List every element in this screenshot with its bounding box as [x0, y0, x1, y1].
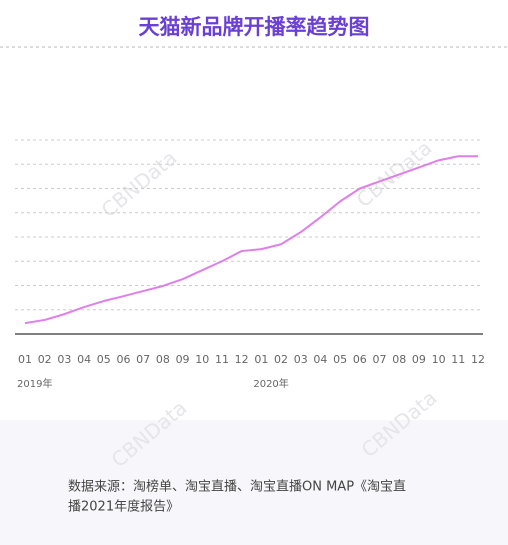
x-tick-label: 07	[136, 353, 150, 366]
x-tick-label: 12	[471, 353, 485, 366]
x-tick-label: 11	[215, 353, 229, 366]
x-tick-label: 03	[294, 353, 308, 366]
x-tick-label: 06	[353, 353, 367, 366]
x-tick-label: 06	[116, 353, 130, 366]
chart-title: 天猫新品牌开播率趋势图	[139, 15, 370, 39]
year-label: 2019年	[17, 377, 52, 390]
x-tick-label: 02	[274, 353, 288, 366]
x-tick-label: 07	[373, 353, 387, 366]
year-label: 2020年	[253, 377, 288, 390]
x-tick-label: 05	[97, 353, 111, 366]
x-tick-label: 01	[254, 353, 268, 366]
x-tick-label: 09	[412, 353, 426, 366]
data-line	[24, 155, 478, 325]
x-tick-label: 03	[57, 353, 71, 366]
source-note: 播2021年度报告》	[68, 499, 179, 515]
x-tick-label: 08	[156, 353, 170, 366]
x-tick-label: 04	[77, 353, 91, 366]
x-tick-label: 01	[18, 353, 32, 366]
source-note: 数据来源：淘榜单、淘宝直播、淘宝直播ON MAP《淘宝直	[68, 479, 406, 495]
x-tick-label: 02	[38, 353, 52, 366]
x-tick-label: 08	[392, 353, 406, 366]
x-tick-label: 11	[451, 353, 465, 366]
x-tick-label: 09	[176, 353, 190, 366]
x-tick-label: 10	[195, 353, 209, 366]
x-tick-label: 12	[235, 353, 249, 366]
x-tick-label: 10	[432, 353, 446, 366]
x-tick-label: 04	[313, 353, 327, 366]
footer-background	[0, 420, 508, 545]
x-tick-label: 05	[333, 353, 347, 366]
